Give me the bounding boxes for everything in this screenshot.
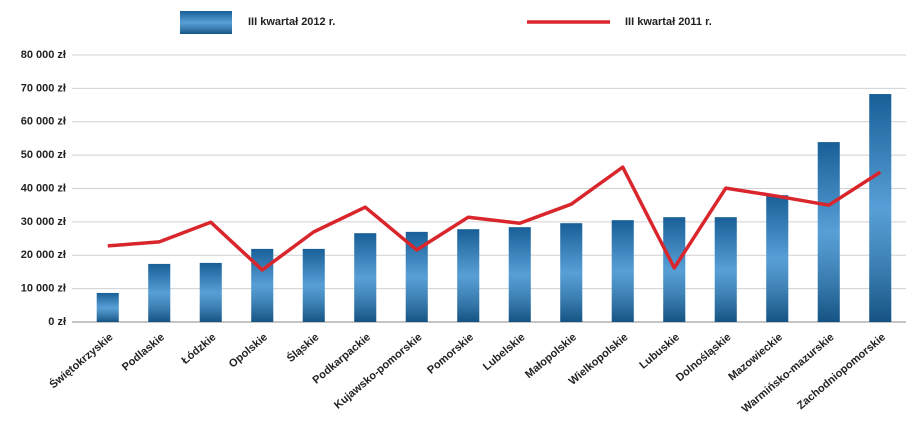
y-tick-label: 60 000 zł — [21, 116, 66, 128]
bar-shade — [817, 142, 840, 322]
bar-shade — [148, 263, 171, 322]
bar-shade — [869, 94, 892, 322]
bar-shade — [766, 195, 789, 322]
x-tick-label: Zachodniopomorskie — [795, 331, 888, 412]
x-tick-label: Śląskie — [284, 331, 321, 365]
legend-label: III kwartał 2012 r. — [248, 16, 335, 28]
bar-shade — [714, 217, 737, 322]
x-tick-label: Opolskie — [227, 331, 270, 370]
y-tick-label: 10 000 zł — [21, 283, 66, 295]
line — [107, 165, 882, 272]
bar-shade — [302, 248, 325, 322]
x-tick-label: Łódzkie — [179, 331, 218, 367]
bar-shade — [457, 229, 480, 322]
bar-shade — [251, 248, 274, 322]
bar-shade — [199, 262, 222, 322]
y-tick-label: 0 zł — [48, 316, 66, 328]
y-tick-label: 20 000 zł — [21, 249, 66, 261]
y-tick-label: 30 000 zł — [21, 216, 66, 228]
x-tick-label: Kujawsko-pomorskie — [332, 331, 424, 411]
x-tick-label: Pomorskie — [425, 331, 476, 376]
x-tick-label: Lubelskie — [481, 331, 528, 373]
x-tick-label: Lubuskie — [637, 331, 682, 371]
bar-shade — [405, 231, 428, 322]
y-tick-label: 70 000 zł — [21, 82, 66, 94]
bar-shade — [611, 220, 634, 322]
legend-label: III kwartał 2011 r. — [625, 16, 712, 28]
bar-shade — [508, 227, 531, 322]
x-tick-label: Dolnośląskie — [674, 331, 734, 384]
x-tick-label: Świętokrzyskie — [47, 331, 116, 392]
legend-swatch-shade — [180, 11, 232, 34]
bar-shade — [354, 233, 377, 322]
x-tick-label: Podlaskie — [120, 331, 167, 373]
y-tick-label: 50 000 zł — [21, 149, 66, 161]
x-tick-label: Warmińsko-mazurskie — [740, 331, 837, 415]
y-tick-label: 80 000 zł — [21, 49, 66, 61]
x-tick-label: Małopolskie — [523, 331, 579, 381]
y-tick-label: 40 000 zł — [21, 182, 66, 194]
bar-shade — [560, 223, 583, 322]
bar-shade — [96, 292, 119, 322]
